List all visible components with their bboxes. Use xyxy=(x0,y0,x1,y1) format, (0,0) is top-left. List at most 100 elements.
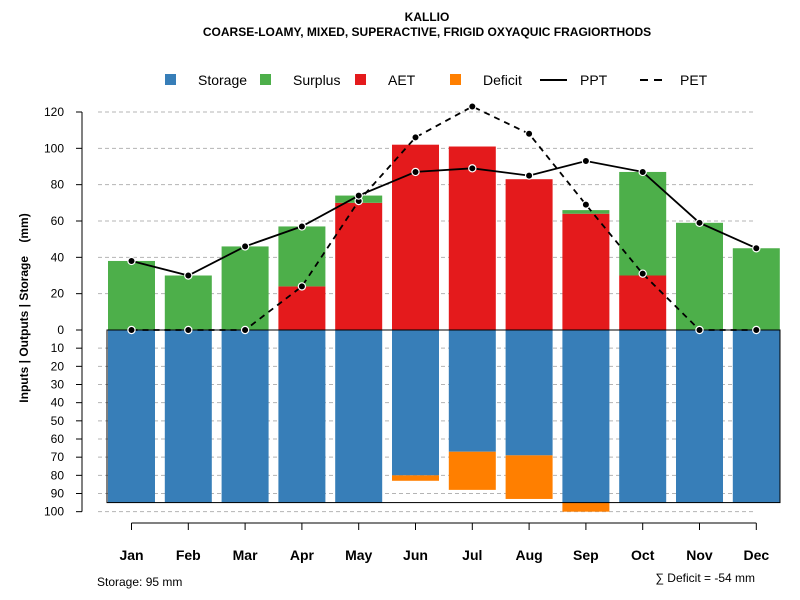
pet-point xyxy=(581,200,591,209)
y-tick-label: 30 xyxy=(51,378,65,392)
axes: 0 20 40 60 80 100 120 10 20 30 40 50 60 70 80 90 100 Jan F… xyxy=(44,105,769,563)
legend-swatch-storage xyxy=(165,74,176,85)
bar-storage xyxy=(108,330,155,503)
bar-storage xyxy=(732,330,780,503)
chart-legend: Storage Surplus AET Deficit PPT PET xyxy=(165,72,708,88)
y-tick-label: 20 xyxy=(51,359,65,373)
pet-point xyxy=(127,325,136,335)
bar-surplus xyxy=(619,171,667,276)
pet-point xyxy=(752,325,761,335)
y-tick-label: 10 xyxy=(51,341,65,355)
legend-label: Surplus xyxy=(293,72,340,88)
bar-surplus xyxy=(562,210,610,214)
bar-surplus xyxy=(108,260,155,330)
y-tick-label: 120 xyxy=(44,105,64,119)
pet-point xyxy=(638,269,647,278)
ppt-point xyxy=(752,244,761,253)
ppt-point xyxy=(638,167,647,177)
x-tick-label: Jul xyxy=(462,547,482,563)
bar-deficit xyxy=(505,455,553,499)
ppt-point xyxy=(297,222,307,231)
bar-aet xyxy=(619,275,667,330)
bar-deficit xyxy=(392,475,439,481)
pet-line xyxy=(131,105,757,331)
legend-label: Storage xyxy=(198,72,247,88)
bar-storage xyxy=(676,330,723,503)
y-tick-label: 70 xyxy=(51,450,65,464)
y-tick-label: 80 xyxy=(51,178,65,192)
ppt-line xyxy=(131,160,757,277)
y-tick-label: 80 xyxy=(51,468,65,482)
legend-swatch-aet xyxy=(355,74,366,85)
x-tick-label: Apr xyxy=(290,547,315,563)
legend-label: PET xyxy=(680,72,708,88)
y-axis-label: Inputs | Outputs | Storage (mm) xyxy=(17,213,31,402)
bar-storage xyxy=(278,330,326,503)
x-tick-label: Feb xyxy=(176,547,201,563)
bar-storage xyxy=(448,330,496,452)
legend-label: AET xyxy=(388,72,416,88)
pet-point xyxy=(695,325,704,335)
chart-title: KALLIO xyxy=(405,10,450,24)
y-tick-label: 60 xyxy=(51,214,65,228)
y-tick-label: 40 xyxy=(51,250,65,264)
ppt-point xyxy=(695,218,704,228)
bar-storage xyxy=(164,330,212,503)
y-tick-label: 100 xyxy=(44,141,64,155)
y-tick-label: 40 xyxy=(51,396,65,410)
ppt-point xyxy=(581,156,591,166)
x-tick-label: Oct xyxy=(631,547,655,563)
legend-swatch-surplus xyxy=(260,74,271,85)
y-tick-label: 20 xyxy=(51,287,65,301)
ppt-point xyxy=(127,256,136,266)
y-tick-label: 100 xyxy=(44,505,64,519)
bar-storage xyxy=(392,330,439,476)
deficit-note: ∑ Deficit = -54 mm xyxy=(655,571,755,585)
x-tick-label: Jan xyxy=(119,547,143,563)
bar-aet xyxy=(335,202,383,330)
x-tick-label: Sep xyxy=(573,547,599,563)
pet-point xyxy=(240,325,250,335)
bar-storage xyxy=(335,330,383,503)
x-tick-label: Jun xyxy=(403,547,428,563)
storage-note: Storage: 95 mm xyxy=(97,575,182,589)
y-tick-label: 90 xyxy=(51,487,65,501)
bar-aet xyxy=(448,146,496,330)
legend-label: Deficit xyxy=(483,72,522,88)
y-tick-label: 50 xyxy=(51,414,65,428)
pet-point xyxy=(411,133,420,142)
ppt-point xyxy=(354,191,363,200)
ppt-point xyxy=(240,242,250,251)
legend-swatch-deficit xyxy=(450,74,461,85)
ppt-point xyxy=(411,167,420,177)
bar-deficit xyxy=(448,451,496,490)
x-tick-label: Mar xyxy=(233,547,258,563)
ppt-point xyxy=(524,171,534,180)
x-tick-label: May xyxy=(345,547,372,563)
pet-point xyxy=(184,325,193,335)
bar-storage xyxy=(562,330,610,503)
y-tick-label: 0 xyxy=(57,323,64,337)
bar-surplus xyxy=(164,275,212,330)
bar-surplus xyxy=(221,246,269,330)
ppt-point xyxy=(468,164,477,173)
bar-storage xyxy=(221,330,269,503)
bar-aet xyxy=(562,213,610,330)
x-tick-label: Nov xyxy=(686,547,713,563)
bar-surplus xyxy=(732,248,780,330)
chart-subtitle: COARSE-LOAMY, MIXED, SUPERACTIVE, FRIGID… xyxy=(203,25,651,39)
ppt-point xyxy=(184,271,193,280)
x-tick-label: Dec xyxy=(743,547,769,563)
legend-label: PPT xyxy=(580,72,608,88)
pet-point xyxy=(524,129,534,138)
pet-point xyxy=(297,282,307,291)
x-tick-label: Aug xyxy=(515,547,542,563)
bars xyxy=(106,144,781,512)
bar-storage xyxy=(619,330,667,503)
bar-aet xyxy=(278,286,326,330)
y-tick-label: 60 xyxy=(51,432,65,446)
bar-storage xyxy=(505,330,553,456)
series-lines xyxy=(127,102,761,335)
bar-aet xyxy=(505,179,553,330)
